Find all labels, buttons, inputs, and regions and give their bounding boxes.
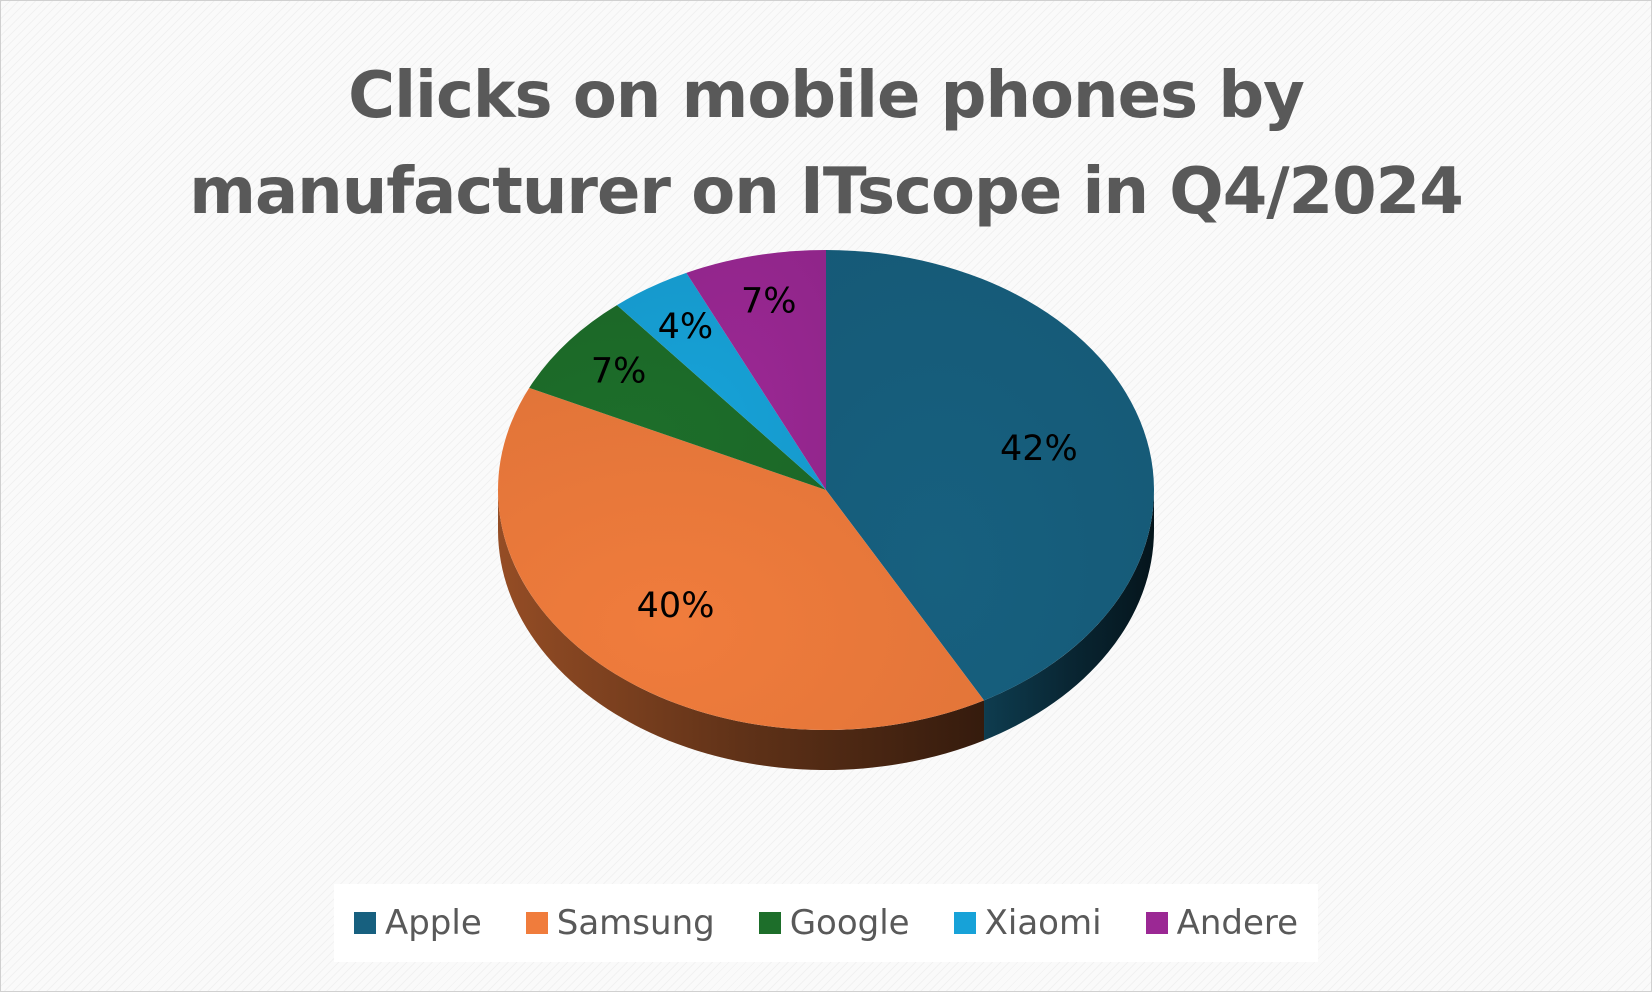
legend-item-andere: Andere: [1145, 903, 1299, 943]
pie-data-labels: 42% 40% 7% 4% 7%: [591, 282, 1078, 627]
pie-slice-google: [529, 305, 826, 490]
pie-side-walls: [498, 490, 1154, 770]
legend-label-samsung: Samsung: [556, 903, 715, 943]
data-label-xiaomi: 4%: [658, 307, 714, 347]
legend-swatch-apple: [353, 912, 376, 934]
legend-item-apple: Apple: [353, 903, 482, 943]
chart-title-line-2: manufacturer on ITscope in Q4/2024: [189, 155, 1463, 229]
legend-label-google: Google: [789, 903, 910, 943]
data-label-samsung: 40%: [637, 586, 715, 626]
pie-slice-samsung: [497, 387, 985, 731]
chart-title-line-1: Clicks on mobile phones by: [348, 59, 1305, 133]
data-label-google: 7%: [591, 351, 647, 391]
legend-label-andere: Andere: [1176, 903, 1299, 943]
pie-slice-apple: [826, 250, 1154, 701]
data-label-andere: 7%: [741, 282, 797, 322]
legend-item-samsung: Samsung: [525, 903, 715, 943]
data-label-apple: 42%: [1000, 429, 1078, 469]
legend-label-xiaomi: Xiaomi: [984, 903, 1102, 943]
pie-side-apple: [984, 490, 1154, 741]
chart-legend: Apple Samsung Google Xiaomi Andere: [334, 884, 1318, 962]
legend-item-xiaomi: Xiaomi: [953, 903, 1102, 943]
legend-swatch-google: [758, 912, 781, 934]
legend-swatch-samsung: [525, 912, 548, 934]
legend-swatch-xiaomi: [953, 912, 976, 934]
legend-swatch-andere: [1145, 912, 1168, 934]
legend-label-apple: Apple: [384, 903, 482, 943]
pie-slices: [497, 250, 1154, 731]
pie-slice-andere: [686, 250, 826, 490]
chart-title: Clicks on mobile phones by manufacturer …: [0, 48, 1652, 240]
pie-slice-xiaomi: [616, 272, 826, 490]
legend-item-google: Google: [758, 903, 910, 943]
pie-side-samsung: [498, 490, 985, 770]
